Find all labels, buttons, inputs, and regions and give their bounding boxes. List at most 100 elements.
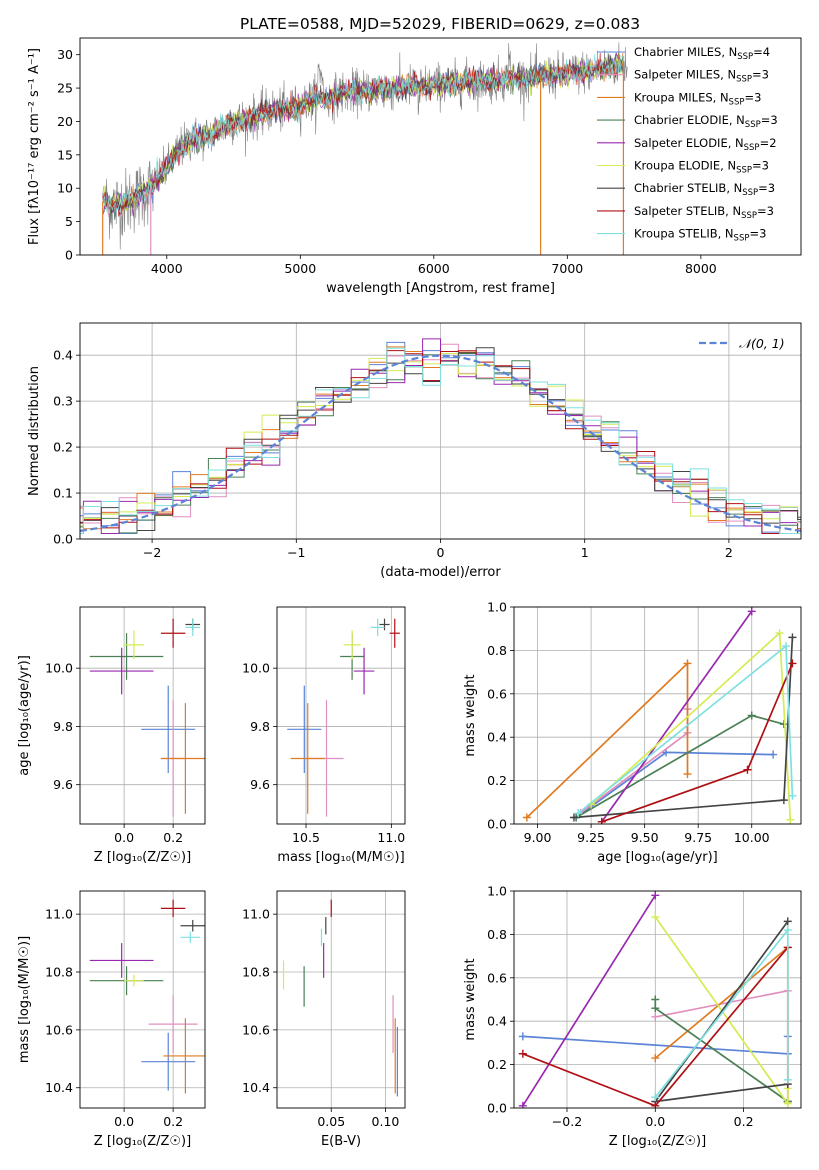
weight-marker — [683, 659, 692, 668]
x-tick-label: 9.50 — [631, 830, 659, 845]
weight-marker — [651, 1054, 660, 1063]
y-tick-label: 1.0 — [487, 884, 507, 899]
plot-area — [287, 618, 400, 817]
y-tick-label: 0.4 — [487, 1014, 507, 1029]
plot-area — [89, 899, 205, 1094]
x-axis-label: Z [log₁₀(Z/Z☉)] — [609, 1134, 706, 1149]
y-axis-label: Normed distribution — [27, 366, 42, 496]
weight-marker — [788, 633, 797, 642]
legend-entry: Salpeter MILES, NSSP=3 — [634, 68, 769, 85]
weight-marker — [788, 791, 797, 800]
residual-histogram-step — [80, 347, 801, 534]
y-tick-label: 0.2 — [487, 773, 507, 788]
weight-marker — [651, 913, 660, 922]
y-tick-label: 10.4 — [45, 1080, 73, 1095]
y-tick-label: 11.0 — [45, 907, 73, 922]
y-tick-label: 9.8 — [250, 719, 270, 734]
weight-marker — [786, 815, 795, 824]
y-tick-label: 0.6 — [487, 686, 507, 701]
weight-marker — [788, 659, 797, 668]
weight-vs-metallicity-panel: −0.2 0.0 0.2 0.0 0.2 0.4 0.6 0.8 1.0 Z [log₁₀(Z/Z… — [463, 884, 802, 1149]
x-tick-label: 1 — [581, 545, 589, 560]
plot-area — [518, 891, 792, 1108]
axes-frame — [79, 606, 206, 825]
y-tick-label: 25 — [57, 81, 73, 96]
legend-entry: Kroupa MILES, NSSP=3 — [634, 90, 761, 107]
y-axis-label: mass weight — [463, 958, 478, 1040]
x-tick-label: −0.2 — [552, 1114, 582, 1129]
y-tick-label: 0.0 — [53, 532, 73, 547]
x-tick-label: 6000 — [418, 261, 450, 276]
x-tick-label: 10.5 — [292, 830, 320, 845]
weight-marker — [747, 607, 756, 616]
weight-marker — [783, 926, 792, 935]
x-tick-label: 0.0 — [114, 1114, 134, 1129]
x-axis-label: wavelength [Angstrom, rest frame] — [326, 281, 555, 296]
y-tick-label: 11.0 — [242, 907, 270, 922]
y-tick-label: 0.2 — [53, 440, 73, 455]
y-tick-label: 20 — [57, 114, 73, 129]
legend-entry: Chabrier MILES, NSSP=4 — [634, 45, 770, 62]
legend-entry: Kroupa STELIB, NSSP=3 — [634, 227, 766, 244]
x-tick-label: 0.2 — [163, 830, 183, 845]
y-tick-label: 10.8 — [45, 965, 73, 980]
weight-marker — [651, 1101, 660, 1108]
x-tick-label: 10.00 — [734, 830, 770, 845]
y-tick-label: 0.0 — [487, 817, 507, 832]
x-tick-label: −2 — [143, 545, 161, 560]
plot-area — [89, 618, 205, 817]
axes-frame — [513, 606, 802, 825]
x-tick-label: 9.25 — [577, 830, 605, 845]
model-line — [102, 53, 624, 214]
x-tick-label: 0.05 — [317, 1114, 345, 1129]
weight-marker — [569, 813, 578, 822]
x-axis-label: age [log₁₀(age/yr)] — [597, 850, 718, 865]
plot-area — [80, 338, 801, 534]
legend-entry: 𝒩(0, 1) — [739, 336, 785, 351]
legend-entry: Kroupa ELODIE, NSSP=3 — [634, 159, 769, 176]
x-tick-label: 0.10 — [372, 1114, 400, 1129]
weight-marker — [775, 629, 784, 638]
y-tick-label: 10.6 — [242, 1022, 270, 1037]
y-tick-label: 0.2 — [487, 1057, 507, 1072]
weight-marker — [782, 642, 791, 651]
weight-marker — [522, 813, 531, 822]
weight-marker — [743, 765, 752, 774]
legend-entry: Salpeter STELIB, NSSP=3 — [634, 204, 774, 221]
weight-marker — [683, 770, 692, 779]
x-tick-label: 2 — [725, 545, 733, 560]
legend-entry: Chabrier STELIB, NSSP=3 — [634, 181, 775, 198]
x-axis-label: E(B-V) — [321, 1134, 361, 1149]
weight-vs-age-panel: 9.00 9.25 9.50 9.75 10.00 0.0 0.2 0.4 0.6 0.8 1.0 a… — [463, 600, 802, 865]
x-tick-label: −1 — [287, 545, 305, 560]
y-tick-label: 10.6 — [45, 1022, 73, 1037]
x-tick-label: 5000 — [284, 261, 316, 276]
weight-marker — [651, 1093, 660, 1102]
axes-frame — [276, 890, 406, 1109]
x-tick-label: 4000 — [151, 261, 183, 276]
weight-marker — [651, 995, 660, 1004]
y-tick-label: 0.6 — [487, 970, 507, 985]
legend-entry: Chabrier ELODIE, NSSP=3 — [634, 113, 778, 130]
x-tick-label: 0.2 — [163, 1114, 183, 1129]
y-tick-label: 30 — [57, 47, 73, 62]
normal-curve — [80, 354, 801, 532]
y-tick-label: 10.0 — [45, 661, 73, 676]
y-tick-label: 5 — [65, 214, 73, 229]
weight-marker — [518, 1032, 527, 1041]
x-tick-label: 9.00 — [524, 830, 552, 845]
y-tick-label: 15 — [57, 147, 73, 162]
y-tick-label: 0.3 — [53, 394, 73, 409]
y-axis-label: mass [log₁₀(M/M☉)] — [17, 936, 32, 1063]
x-axis-label: Z [log₁₀(Z/Z☉)] — [94, 1134, 191, 1149]
weight-marker — [783, 917, 792, 926]
weight-series-line — [601, 610, 753, 823]
weight-series-line — [577, 644, 794, 814]
spectrum-panel: 4000 5000 6000 7000 8000 0 5 10 15 20 25 30 waveleng… — [27, 37, 802, 296]
y-tick-label: 9.6 — [53, 777, 73, 792]
weight-marker — [651, 1012, 660, 1021]
x-tick-label: 7000 — [551, 261, 583, 276]
weight-series-line — [522, 894, 657, 1107]
legend-entry: Salpeter ELODIE, NSSP=2 — [634, 136, 777, 153]
